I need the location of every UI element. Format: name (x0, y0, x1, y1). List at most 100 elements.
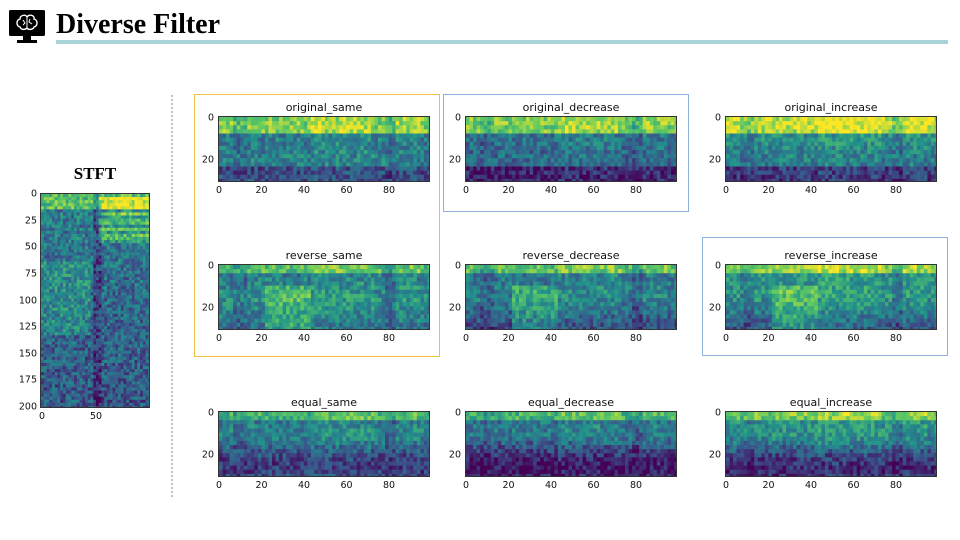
panel-x-tick: 60 (847, 333, 860, 344)
panel-y-tick: 20 (708, 154, 721, 166)
stft-title: STFT (73, 164, 117, 183)
panel-x-tick: 20 (255, 480, 268, 491)
panel-y-tick: 0 (714, 112, 721, 124)
panel-title: reverse_decrease (522, 249, 620, 262)
stft-spectrogram (40, 193, 150, 408)
panel-x-tick: 0 (462, 185, 470, 196)
panel-equal-decrease: equal_decrease 0 20 0 20 40 60 80 (445, 393, 695, 503)
panel-spectrogram (725, 116, 937, 182)
highlight-original-decrease (443, 94, 689, 212)
stft-y-tick: 100 (18, 295, 37, 306)
panel-x-tick: 20 (502, 185, 515, 196)
panel-title: reverse_increase (784, 249, 878, 262)
panel-x-tick: 20 (255, 185, 268, 196)
panel-y-tick: 0 (207, 260, 214, 272)
brain-monitor-icon (9, 10, 45, 43)
panel-title: reverse_same (285, 249, 363, 262)
panel-x-tick: 80 (382, 480, 396, 491)
panel-x-tick: 80 (889, 480, 903, 491)
stft-y-tick: 25 (24, 215, 37, 227)
panel-x-tick: 20 (502, 333, 515, 344)
panel-reverse-same: reverse_same 0 20 0 20 40 60 80 (198, 246, 448, 356)
panel-x-tick: 20 (762, 185, 775, 196)
panel-x-tick: 20 (255, 333, 268, 344)
panel-spectrogram (725, 264, 937, 330)
panel-x-tick: 80 (382, 185, 396, 196)
panel-x-tick: 40 (297, 480, 311, 491)
panel-y-tick: 0 (454, 112, 461, 124)
panel-x-tick: 80 (629, 333, 643, 344)
highlight-same-column (194, 94, 440, 357)
panel-x-tick: 0 (462, 333, 470, 344)
stft-y-tick: 50 (24, 241, 37, 253)
panel-x-tick: 40 (297, 185, 311, 196)
panel-equal-same: equal_same 0 20 0 20 40 60 80 (198, 393, 448, 503)
panel-spectrogram (218, 264, 430, 330)
panel-y-tick: 20 (201, 154, 214, 166)
panel-x-tick: 0 (462, 480, 470, 491)
panel-title: original_increase (784, 101, 878, 114)
panel-x-tick: 80 (629, 480, 643, 491)
panel-x-tick: 40 (297, 333, 311, 344)
panel-original-same: original_same 0 20 0 20 40 60 80 (198, 98, 448, 208)
panel-x-tick: 60 (587, 185, 600, 196)
panel-reverse-decrease: reverse_decrease 0 20 0 20 40 60 80 (445, 246, 695, 356)
panel-spectrogram (218, 411, 430, 477)
stft-y-tick: 200 (18, 401, 37, 413)
panel-x-tick: 20 (502, 480, 515, 491)
panel-y-tick: 20 (708, 302, 721, 314)
panel-x-tick: 20 (762, 480, 775, 491)
panel-x-tick: 40 (544, 333, 558, 344)
panel-original-increase: original_increase 0 20 0 20 40 60 80 (705, 98, 955, 208)
panel-x-tick: 60 (340, 185, 353, 196)
panel-y-tick: 20 (448, 302, 461, 314)
page-title: Diverse Filter (56, 9, 221, 40)
panel-spectrogram (725, 411, 937, 477)
panel-x-tick: 60 (340, 480, 353, 491)
panel-x-tick: 40 (804, 480, 818, 491)
panel-title: original_decrease (522, 101, 620, 114)
panel-y-tick: 0 (207, 112, 214, 124)
panel-x-tick: 0 (215, 333, 223, 344)
panel-y-tick: 20 (708, 449, 721, 461)
panel-title: equal_increase (789, 396, 873, 409)
stft-x-tick: 0 (38, 411, 46, 422)
panel-y-tick: 20 (448, 154, 461, 166)
panel-original-decrease: original_decrease 0 20 0 20 40 60 80 (445, 98, 695, 208)
stft-x-tick: 50 (89, 411, 103, 422)
panel-y-tick: 0 (454, 260, 461, 272)
panel-spectrogram (465, 411, 677, 477)
panel-x-tick: 40 (804, 185, 818, 196)
panel-x-tick: 80 (889, 333, 903, 344)
panel-y-tick: 20 (201, 449, 214, 461)
panel-x-tick: 60 (847, 185, 860, 196)
stft-y-tick: 125 (18, 321, 37, 333)
panel-x-tick: 0 (722, 333, 730, 344)
panel-equal-increase: equal_increase 0 20 0 20 40 60 80 (705, 393, 955, 503)
panel-x-tick: 80 (629, 185, 643, 196)
panel-x-tick: 20 (762, 333, 775, 344)
panel-x-tick: 0 (215, 185, 223, 196)
panel-x-tick: 40 (544, 480, 558, 491)
panel-x-tick: 0 (215, 480, 223, 491)
panel-x-tick: 40 (544, 185, 558, 196)
panel-x-tick: 60 (340, 333, 353, 344)
panel-title: equal_same (291, 396, 357, 409)
stft-y-tick: 175 (18, 374, 37, 386)
panel-x-tick: 60 (587, 333, 600, 344)
panel-y-tick: 20 (201, 302, 214, 314)
panel-y-tick: 0 (714, 407, 721, 419)
panel-x-tick: 0 (722, 185, 730, 196)
panel-y-tick: 0 (714, 260, 721, 272)
panel-spectrogram (465, 116, 677, 182)
highlight-reverse-increase (702, 237, 948, 356)
panel-y-tick: 0 (207, 407, 214, 419)
title-underline (56, 40, 948, 44)
stft-y-tick: 150 (18, 348, 37, 360)
panel-x-tick: 60 (587, 480, 600, 491)
panel-spectrogram (218, 116, 430, 182)
panel-x-tick: 80 (382, 333, 396, 344)
panel-x-tick: 40 (804, 333, 818, 344)
stft-y-tick: 75 (24, 268, 37, 280)
panel-y-tick: 0 (454, 407, 461, 419)
